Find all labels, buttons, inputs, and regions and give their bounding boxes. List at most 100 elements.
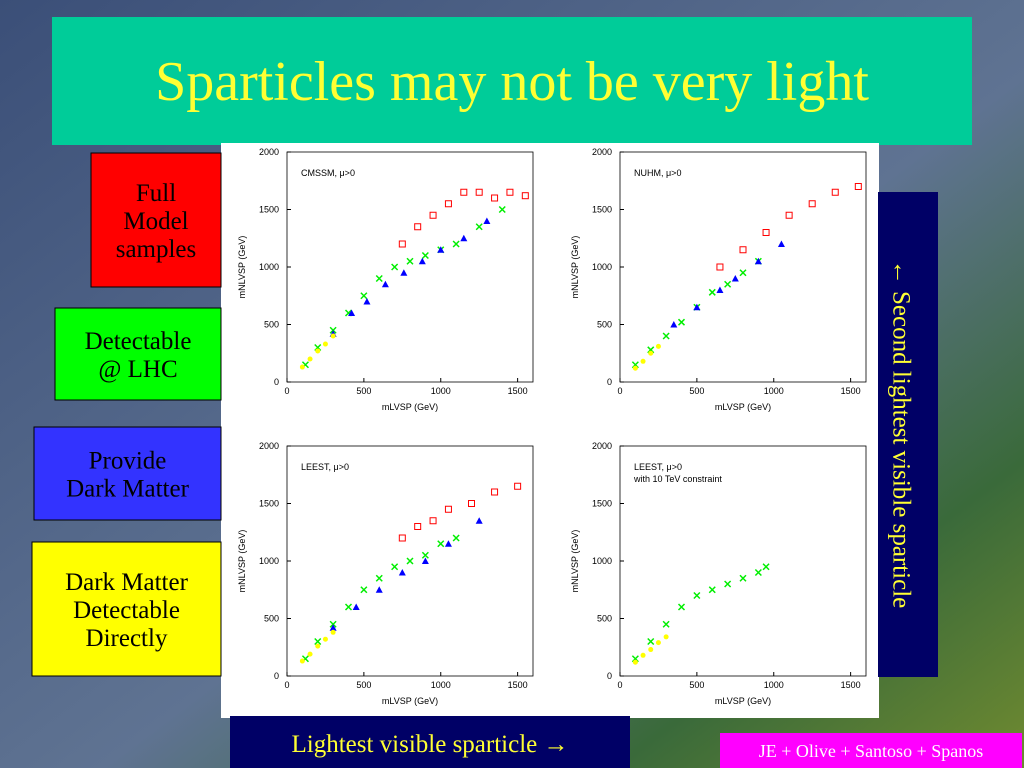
- label-box: [33, 426, 222, 521]
- point: [655, 343, 661, 349]
- x-axis-label: mLVSP (GeV): [715, 696, 771, 706]
- point: [352, 603, 360, 610]
- y-tick-label: 1500: [259, 205, 279, 215]
- point: [398, 534, 406, 542]
- side-label: Detectable: [85, 328, 192, 355]
- y-axis-label: mNLVSP (GeV): [237, 236, 247, 299]
- y-caption-box: [878, 192, 938, 677]
- point: [444, 505, 452, 513]
- x-tick-label: 0: [284, 680, 289, 690]
- credit-box: [720, 733, 1022, 768]
- annotation: LEEST, μ>0: [634, 462, 682, 472]
- side-label: Dark Matter: [65, 569, 189, 596]
- point: [693, 303, 701, 311]
- x-axis-label: mLVSP (GeV): [382, 696, 438, 706]
- point: [460, 234, 468, 242]
- y-tick-label: 0: [274, 377, 279, 387]
- x-caption-box: [230, 716, 630, 768]
- point: [452, 534, 460, 542]
- y-tick-label: 1500: [259, 499, 279, 509]
- point: [363, 298, 371, 305]
- point: [648, 350, 654, 356]
- point: [808, 200, 816, 208]
- point: [360, 292, 368, 300]
- point: [444, 540, 452, 547]
- x-tick-label: 1000: [431, 386, 451, 396]
- point: [716, 286, 724, 293]
- side-label: Detectable: [73, 597, 180, 624]
- point: [762, 563, 770, 571]
- x-tick-label: 500: [356, 680, 371, 690]
- point: [444, 200, 452, 208]
- point: [398, 240, 406, 248]
- point: [375, 574, 383, 582]
- point: [429, 211, 437, 219]
- x-axis-label: mLVSP (GeV): [382, 402, 438, 412]
- point: [322, 636, 328, 642]
- x-tick-label: 500: [689, 680, 704, 690]
- y-axis-label: mNLVSP (GeV): [237, 530, 247, 593]
- point: [498, 205, 506, 214]
- point: [648, 647, 654, 653]
- point: [437, 246, 445, 253]
- point: [452, 240, 460, 248]
- point: [483, 217, 491, 224]
- credit: JE + Olive + Santoso + Spanos: [759, 741, 983, 761]
- point: [375, 586, 383, 593]
- point: [632, 365, 638, 371]
- side-label: Directly: [86, 625, 168, 652]
- point: [421, 557, 429, 564]
- point: [330, 333, 336, 339]
- x-tick-label: 1500: [841, 386, 861, 396]
- point: [437, 540, 445, 548]
- point: [314, 637, 322, 646]
- point: [724, 280, 732, 288]
- point: [475, 188, 483, 196]
- x-tick-label: 500: [689, 386, 704, 396]
- x-tick-label: 1000: [764, 680, 784, 690]
- point: [662, 332, 670, 340]
- point: [421, 251, 429, 260]
- point: [670, 321, 678, 328]
- point: [754, 257, 762, 265]
- point: [854, 183, 862, 190]
- point: [754, 568, 762, 577]
- point: [514, 482, 522, 490]
- point: [521, 192, 529, 200]
- point: [299, 364, 305, 370]
- point: [398, 569, 406, 576]
- point: [475, 223, 483, 231]
- point: [491, 194, 499, 202]
- point: [739, 246, 747, 254]
- point: [708, 288, 716, 296]
- point: [329, 624, 337, 631]
- point: [406, 257, 414, 265]
- x-tick-label: 0: [617, 386, 622, 396]
- point: [391, 263, 399, 271]
- point: [299, 658, 305, 664]
- x-axis-label: mLVSP (GeV): [715, 402, 771, 412]
- y-tick-label: 2000: [259, 441, 279, 451]
- y-tick-label: 1000: [259, 556, 279, 566]
- point: [506, 188, 514, 196]
- point: [344, 603, 353, 611]
- point: [731, 275, 739, 282]
- side-label: samples: [116, 236, 197, 263]
- point: [421, 551, 429, 559]
- point: [640, 358, 646, 364]
- annotation: NUHM, μ>0: [634, 168, 681, 178]
- side-label: Full: [136, 180, 176, 207]
- title: Sparticles may not be very light: [155, 51, 869, 113]
- x-tick-label: 1500: [508, 386, 528, 396]
- x-tick-label: 0: [617, 680, 622, 690]
- point: [739, 269, 747, 277]
- y-caption: ← Second lightest visible sparticle: [887, 260, 914, 609]
- point: [348, 309, 356, 316]
- y-tick-label: 2000: [259, 147, 279, 157]
- y-tick-label: 500: [264, 320, 279, 330]
- point: [716, 263, 724, 271]
- point: [360, 586, 368, 594]
- x-tick-label: 500: [356, 386, 371, 396]
- point: [468, 500, 475, 507]
